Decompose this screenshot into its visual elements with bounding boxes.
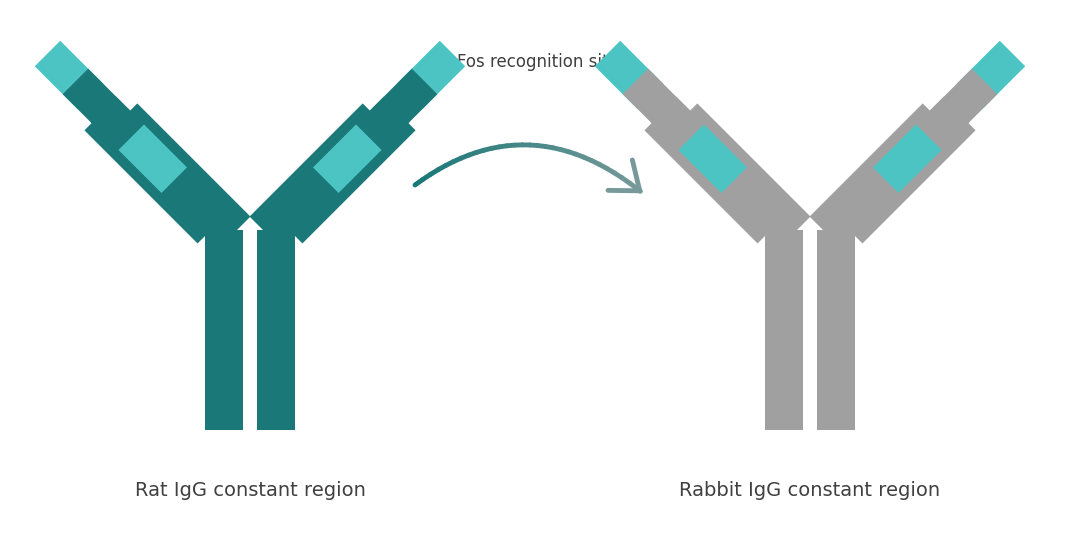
Polygon shape (901, 97, 970, 165)
Polygon shape (91, 97, 159, 165)
Polygon shape (671, 103, 810, 243)
Polygon shape (205, 230, 243, 430)
Polygon shape (249, 103, 390, 243)
Polygon shape (396, 41, 465, 109)
Polygon shape (119, 124, 187, 193)
Polygon shape (645, 103, 784, 243)
Polygon shape (816, 230, 855, 430)
Polygon shape (650, 97, 719, 165)
Polygon shape (765, 230, 804, 430)
Text: Rabbit IgG constant region: Rabbit IgG constant region (679, 481, 941, 500)
Polygon shape (257, 230, 295, 430)
Polygon shape (595, 41, 663, 109)
Polygon shape (836, 103, 975, 243)
Polygon shape (63, 68, 131, 137)
Polygon shape (929, 68, 997, 137)
Polygon shape (341, 97, 409, 165)
Polygon shape (110, 103, 251, 243)
Polygon shape (957, 41, 1025, 109)
Polygon shape (84, 103, 225, 243)
Polygon shape (275, 103, 416, 243)
Polygon shape (678, 124, 747, 193)
Polygon shape (623, 68, 691, 137)
Polygon shape (313, 124, 381, 193)
Text: c-Fos recognition site: c-Fos recognition site (442, 53, 619, 71)
Polygon shape (873, 124, 942, 193)
Polygon shape (35, 41, 104, 109)
FancyArrowPatch shape (608, 160, 640, 191)
Text: Rat IgG constant region: Rat IgG constant region (135, 481, 365, 500)
Polygon shape (810, 103, 949, 243)
Polygon shape (369, 68, 437, 137)
